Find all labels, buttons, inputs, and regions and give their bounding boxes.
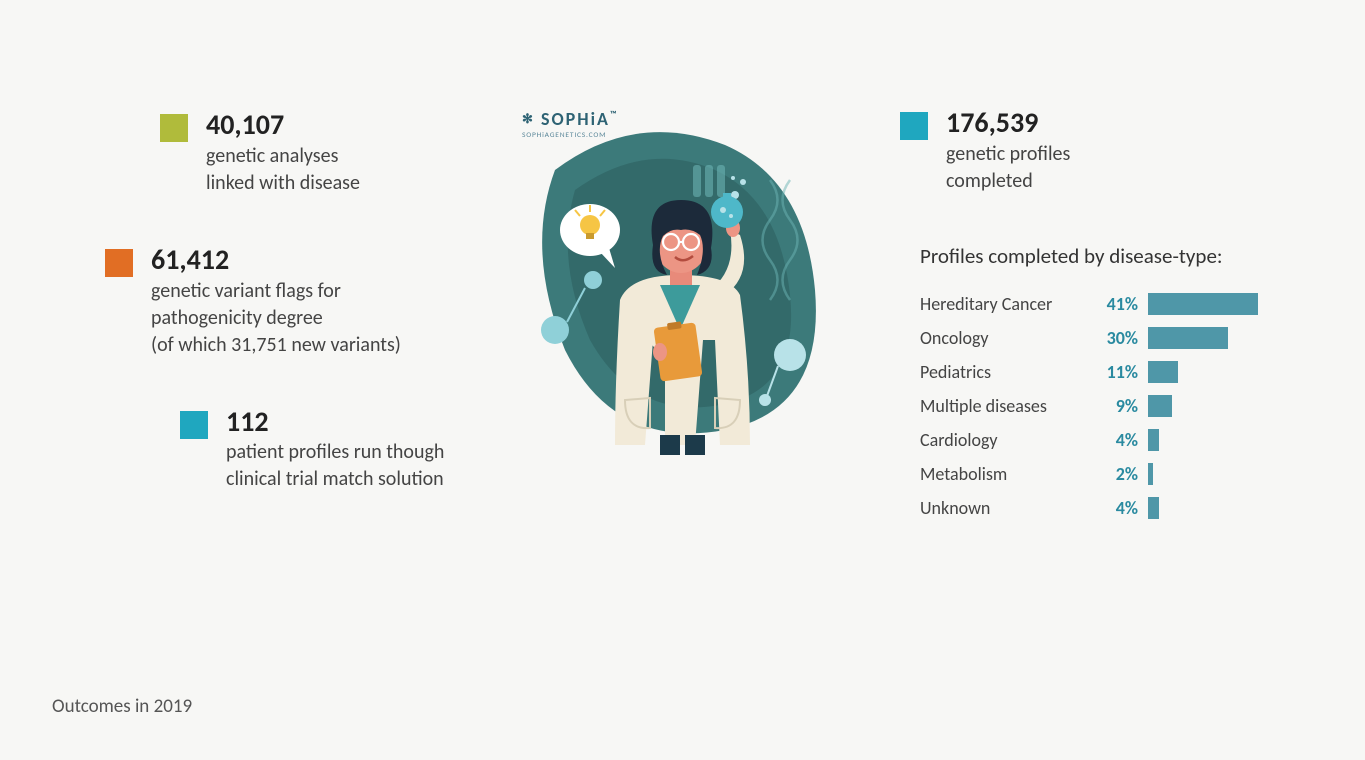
bar-percent: 2% bbox=[1090, 463, 1138, 485]
bar-percent: 4% bbox=[1090, 497, 1138, 519]
stat-block: 61,412genetic variant flags forpathogeni… bbox=[105, 245, 500, 359]
bar-row: Unknown4% bbox=[920, 497, 1300, 519]
bar-row: Hereditary Cancer41% bbox=[920, 293, 1300, 315]
bar-rect bbox=[1148, 361, 1178, 383]
bar-row: Multiple diseases9% bbox=[920, 395, 1300, 417]
scientist-illustration: ✻ SOPHiA™ SOPHiAGENETICS.COM bbox=[505, 100, 835, 470]
brand-name-text: SOPHiA bbox=[541, 108, 610, 130]
stat-number: 112 bbox=[226, 407, 444, 438]
bar-percent: 30% bbox=[1090, 327, 1138, 349]
brand-logo: ✻ SOPHiA™ SOPHiAGENETICS.COM bbox=[522, 108, 618, 140]
orange-square-icon bbox=[105, 249, 133, 277]
disease-type-bar-chart: Hereditary Cancer41%Oncology30%Pediatric… bbox=[900, 293, 1300, 519]
stat-desc: patient profiles run thoughclinical tria… bbox=[226, 439, 444, 493]
bar-label: Pediatrics bbox=[920, 361, 1090, 383]
bar-label: Cardiology bbox=[920, 429, 1090, 451]
stat-block: 112patient profiles run thoughclinical t… bbox=[180, 407, 500, 494]
bar-percent: 9% bbox=[1090, 395, 1138, 417]
stat-desc: genetic profilescompleted bbox=[946, 141, 1070, 195]
teal-square-icon bbox=[180, 411, 208, 439]
bar-rect bbox=[1148, 395, 1172, 417]
stat-number: 176,539 bbox=[946, 108, 1070, 139]
teal-square-icon bbox=[900, 112, 928, 140]
bar-row: Pediatrics11% bbox=[920, 361, 1300, 383]
bar-label: Oncology bbox=[920, 327, 1090, 349]
brand-url: SOPHiAGENETICS.COM bbox=[522, 131, 618, 140]
bar-rect bbox=[1148, 429, 1159, 451]
bar-row: Metabolism2% bbox=[920, 463, 1300, 485]
footer-caption: Outcomes in 2019 bbox=[52, 695, 192, 718]
bar-label: Hereditary Cancer bbox=[920, 293, 1090, 315]
right-column: 176,539 genetic profilescompleted Profil… bbox=[900, 108, 1300, 531]
chart-title: Profiles completed by disease-type: bbox=[920, 243, 1300, 269]
bar-percent: 41% bbox=[1090, 293, 1138, 315]
bar-label: Unknown bbox=[920, 497, 1090, 519]
stat-number: 61,412 bbox=[151, 245, 401, 276]
bar-label: Metabolism bbox=[920, 463, 1090, 485]
stat-genetic-profiles: 176,539 genetic profilescompleted bbox=[900, 108, 1300, 195]
left-stats-column: 40,107genetic analyseslinked with diseas… bbox=[130, 110, 500, 541]
bar-percent: 4% bbox=[1090, 429, 1138, 451]
bar-rect bbox=[1148, 327, 1228, 349]
bar-rect bbox=[1148, 463, 1153, 485]
bar-row: Oncology30% bbox=[920, 327, 1300, 349]
stat-desc: genetic analyseslinked with disease bbox=[206, 143, 360, 197]
bar-rect bbox=[1148, 497, 1159, 519]
bar-rect bbox=[1148, 293, 1258, 315]
stat-block: 40,107genetic analyseslinked with diseas… bbox=[160, 110, 500, 197]
stat-desc: genetic variant flags forpathogenicity d… bbox=[151, 278, 401, 359]
olive-square-icon bbox=[160, 114, 188, 142]
bar-row: Cardiology4% bbox=[920, 429, 1300, 451]
stat-number: 40,107 bbox=[206, 110, 360, 141]
bar-label: Multiple diseases bbox=[920, 395, 1090, 417]
bar-percent: 11% bbox=[1090, 361, 1138, 383]
